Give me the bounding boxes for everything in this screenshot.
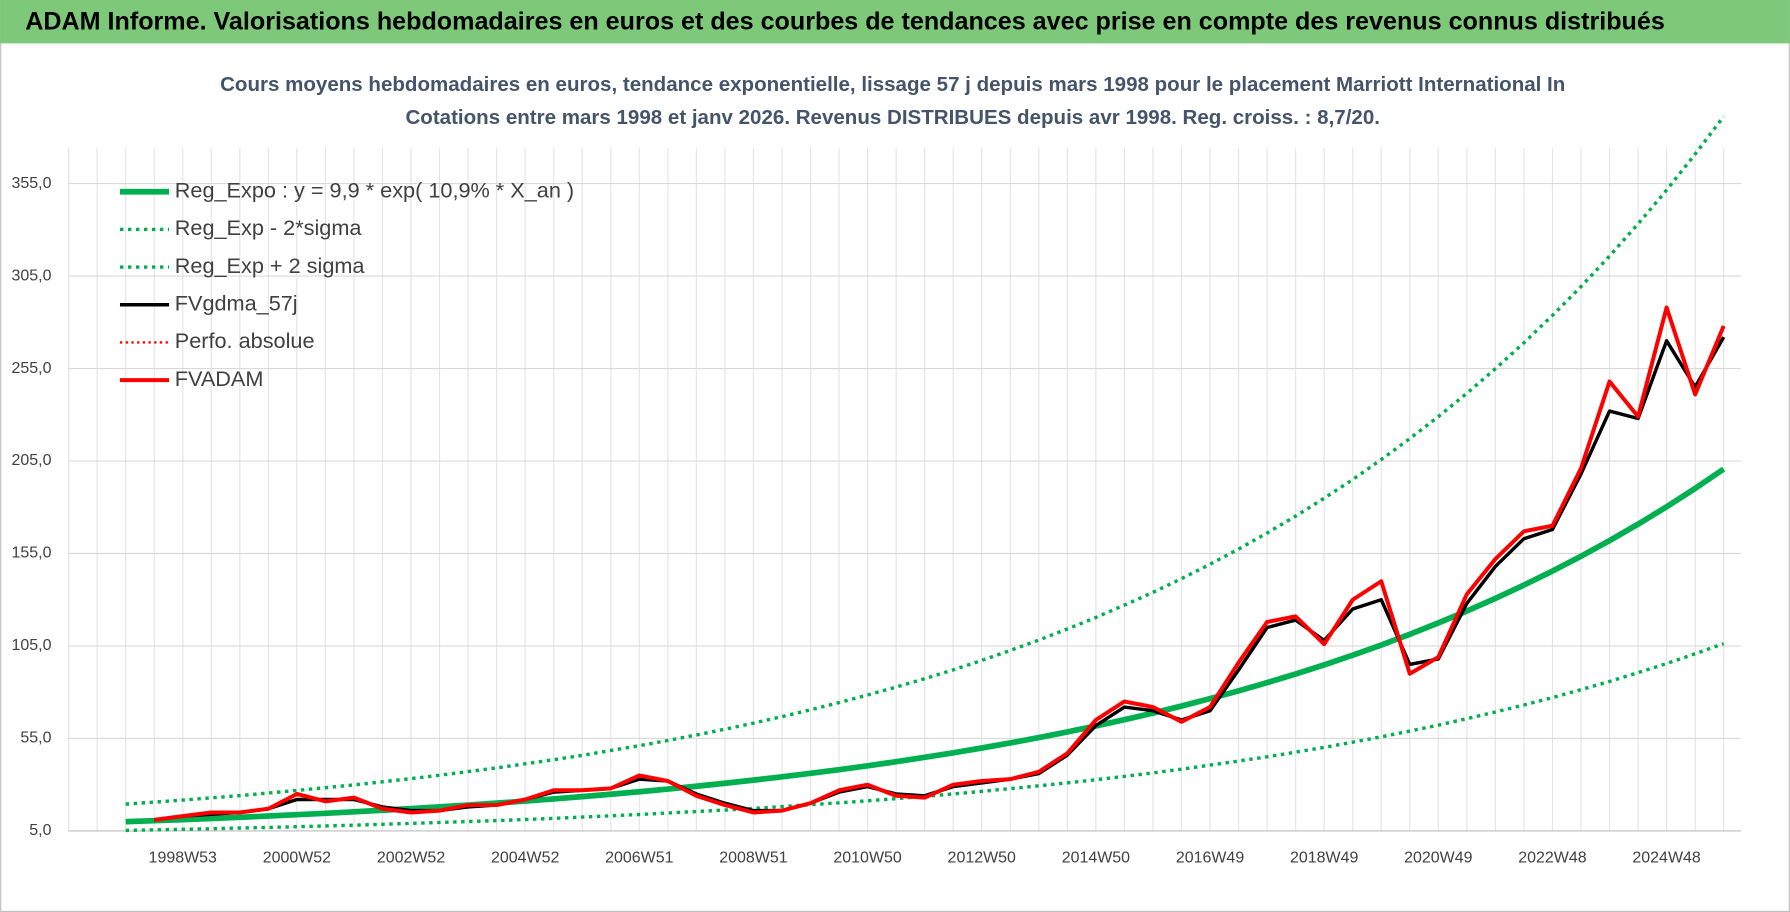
series-line <box>125 115 1726 806</box>
legend: Reg_Expo : y = 9,9 * exp( 10,9% * X_an )… <box>119 177 574 391</box>
legend-label: Perfo. absolue <box>175 328 315 353</box>
y-tick-label: 305,0 <box>12 267 52 284</box>
y-tick-label: 355,0 <box>12 175 52 192</box>
y-tick-label: 255,0 <box>12 360 52 377</box>
x-tick-label: 2022W48 <box>1518 850 1586 867</box>
legend-label: Reg_Expo : y = 9,9 * exp( 10,9% * X_an ) <box>175 177 574 202</box>
chart-subtitle: Cotations entre mars 1998 et janv 2026. … <box>405 106 1380 129</box>
x-tick-label: 2010W50 <box>833 850 901 867</box>
y-tick-label: 105,0 <box>12 637 52 654</box>
y-tick-label: 205,0 <box>12 452 52 469</box>
grid: 5,0 55,0 105,0 155,0 205,0 255,0 305,0 355,0 199… <box>12 148 1741 867</box>
legend-label: FVADAM <box>175 366 264 391</box>
x-tick-label: 2020W49 <box>1404 850 1472 867</box>
y-tick-label: 155,0 <box>12 545 52 562</box>
plot-area <box>125 115 1726 833</box>
x-tick-label: 2012W50 <box>948 850 1016 867</box>
y-tick-label: 5,0 <box>29 822 51 839</box>
x-tick-label: 2008W51 <box>719 850 787 867</box>
x-tick-label: 2014W50 <box>1062 850 1130 867</box>
legend-label: Reg_Exp - 2*sigma <box>175 215 363 240</box>
series-line <box>153 305 1726 822</box>
x-tick-label: 2024W48 <box>1632 850 1700 867</box>
header-title: ADAM Informe. Valorisations hebdomadaire… <box>25 7 1665 35</box>
y-tick-label: 55,0 <box>20 730 51 747</box>
x-tick-label: 2000W52 <box>263 850 331 867</box>
chart-title: Cours moyens hebdomadaires en euros, ten… <box>220 73 1565 96</box>
x-tick-label: 2018W49 <box>1290 850 1358 867</box>
x-tick-label: 2006W51 <box>605 850 673 867</box>
x-tick-label: 1998W53 <box>149 850 217 867</box>
x-tick-label: 2004W52 <box>491 850 559 867</box>
legend-label: Reg_Exp + 2 sigma <box>175 253 366 278</box>
x-tick-label: 2016W49 <box>1176 850 1244 867</box>
x-tick-label: 2002W52 <box>377 850 445 867</box>
header-bar <box>0 0 1790 44</box>
legend-label: FVgdma_57j <box>175 290 298 315</box>
